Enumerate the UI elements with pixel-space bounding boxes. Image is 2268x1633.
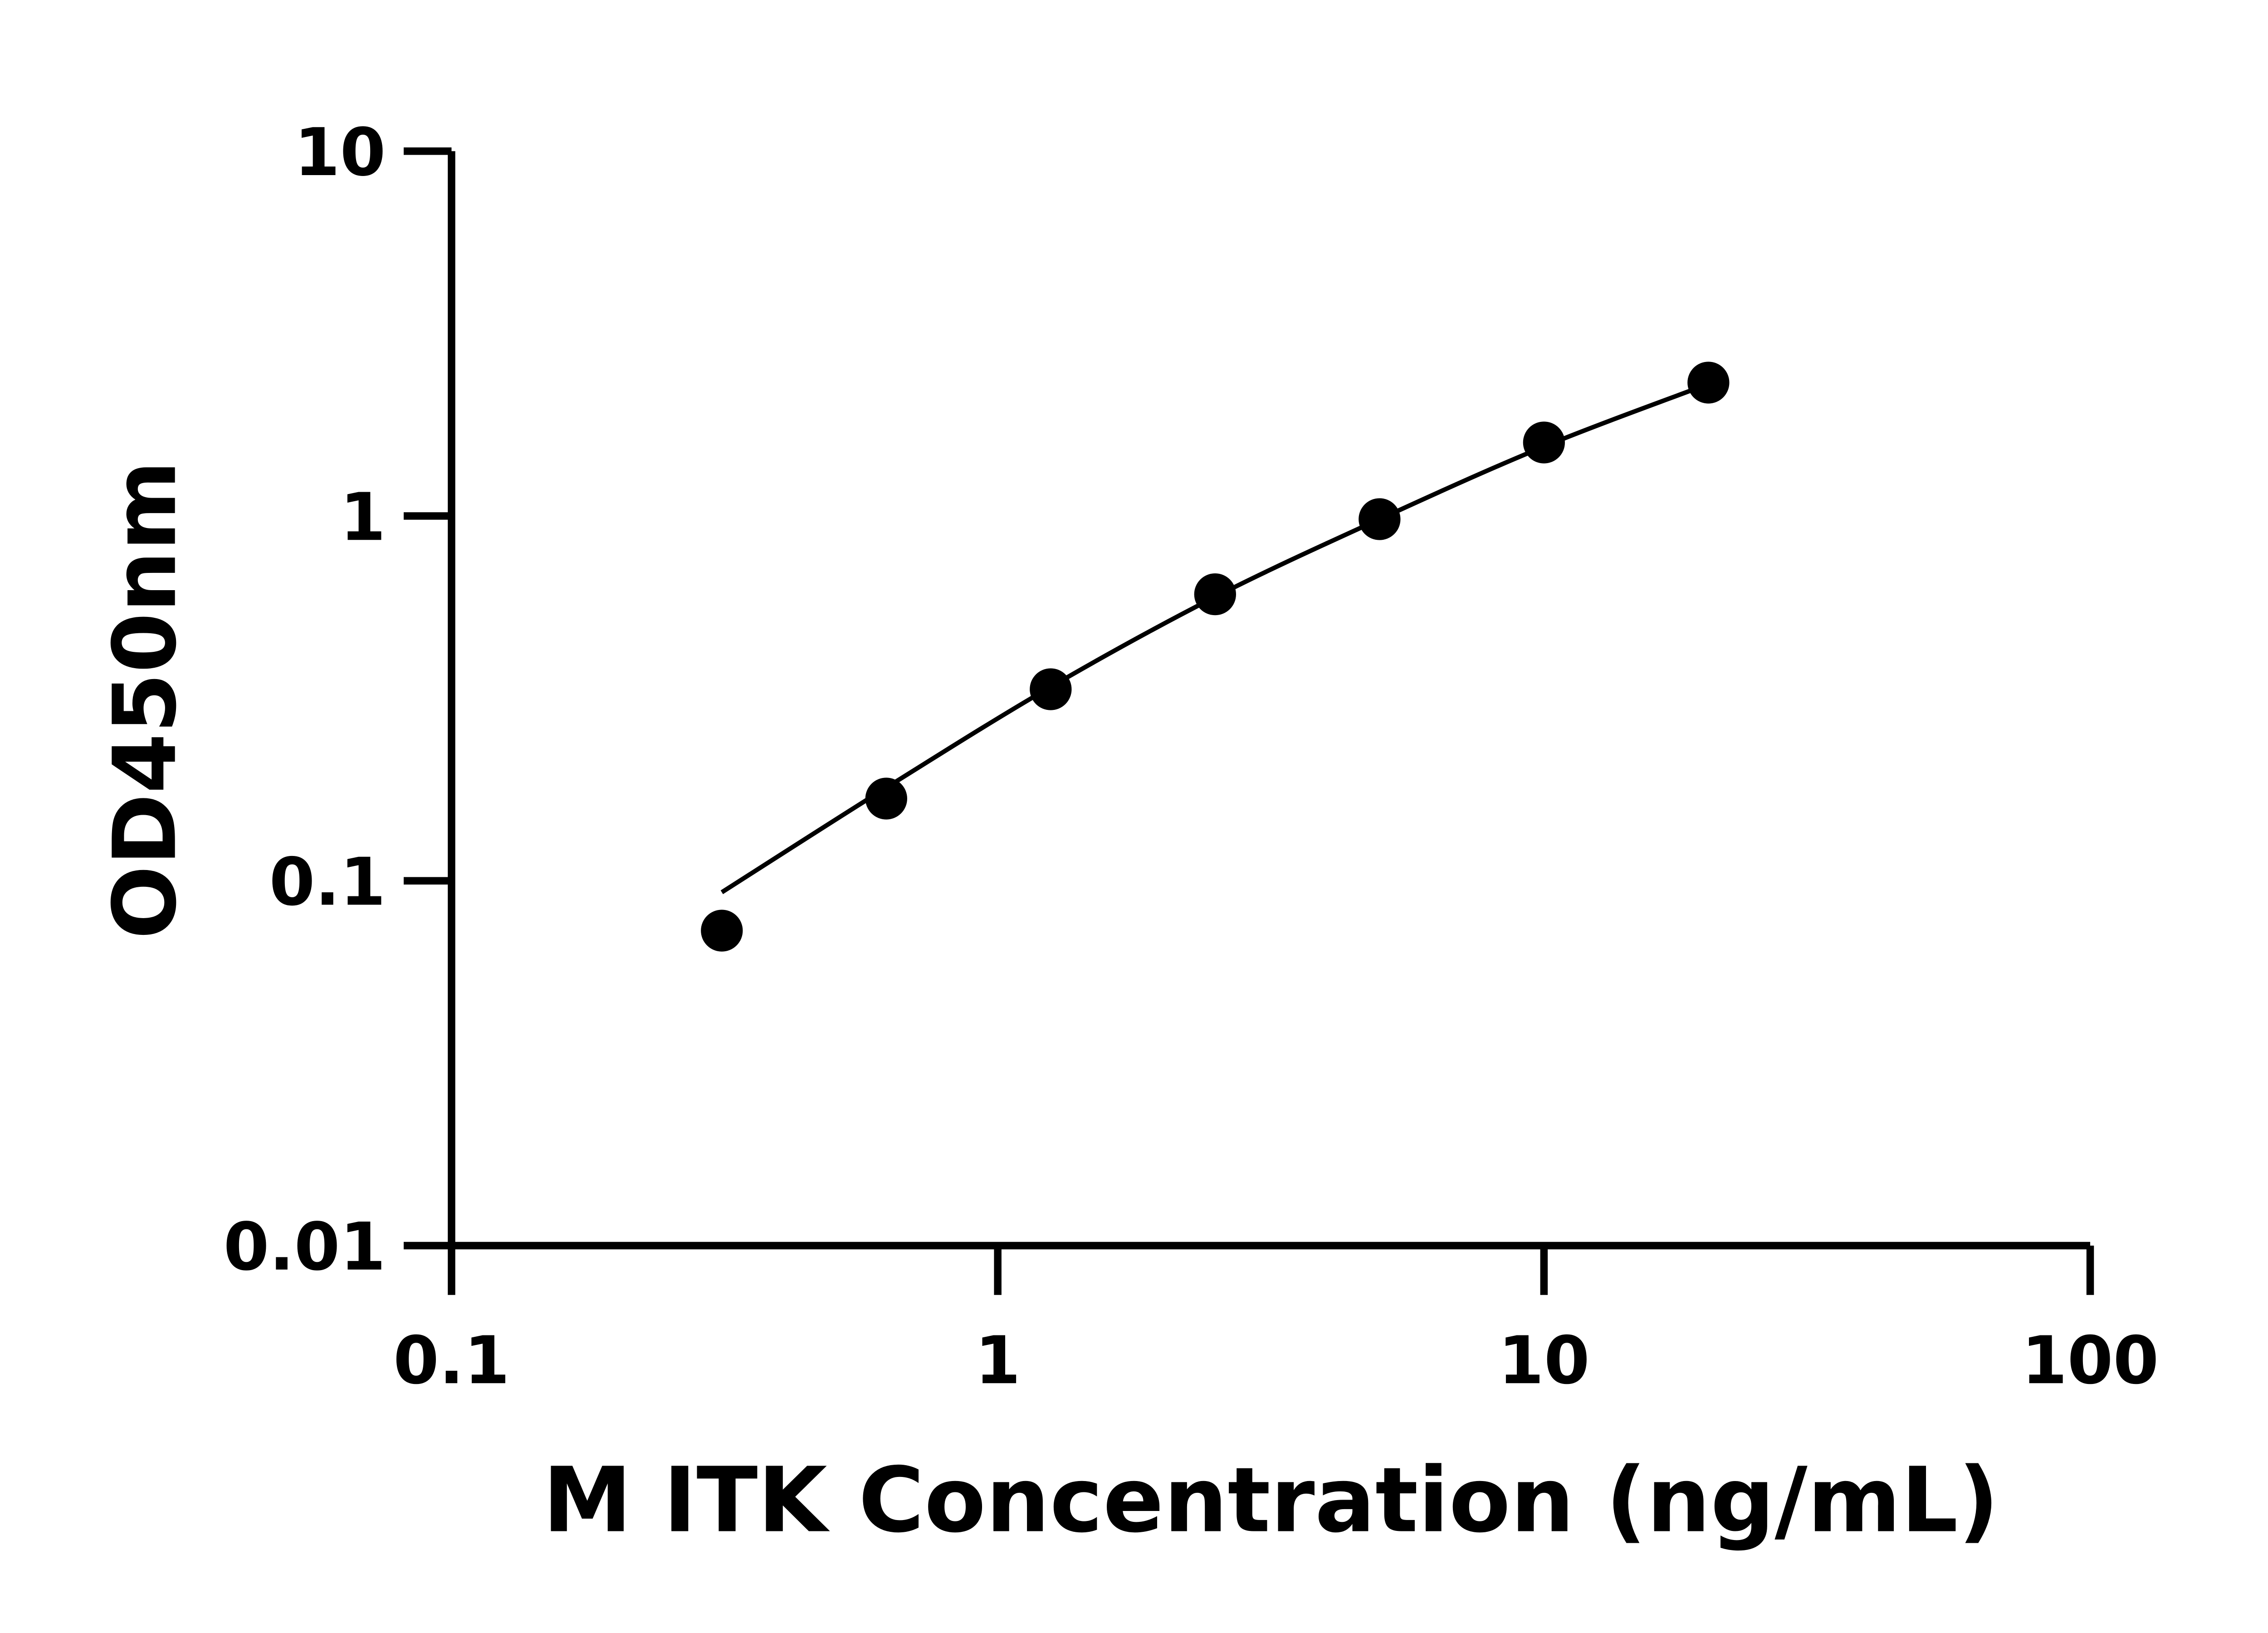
x-axis-label: M ITK Concentration (ng/mL) xyxy=(543,1448,1999,1553)
y-tick-label: 0.01 xyxy=(224,1209,386,1286)
y-tick-label: 0.1 xyxy=(269,844,386,920)
data-point xyxy=(1359,498,1401,540)
data-point xyxy=(701,909,743,952)
x-tick-label: 0.1 xyxy=(393,1322,510,1399)
y-tick-label: 1 xyxy=(340,479,386,556)
fit-curve-layer xyxy=(720,381,1710,895)
x-tick-label: 10 xyxy=(1498,1322,1590,1399)
y-axis-label: OD450nm xyxy=(95,460,196,939)
x-tick-label: 1 xyxy=(975,1322,1021,1399)
data-point xyxy=(1194,573,1236,616)
axes xyxy=(448,151,2091,1250)
fit-curve xyxy=(720,381,1710,895)
data-point xyxy=(1030,668,1072,710)
points-layer xyxy=(701,362,1730,952)
data-point xyxy=(1523,421,1565,464)
data-point xyxy=(1687,362,1730,404)
y-tick-label: 10 xyxy=(294,114,386,191)
x-tick-label: 100 xyxy=(2022,1322,2159,1399)
data-point xyxy=(865,777,907,820)
